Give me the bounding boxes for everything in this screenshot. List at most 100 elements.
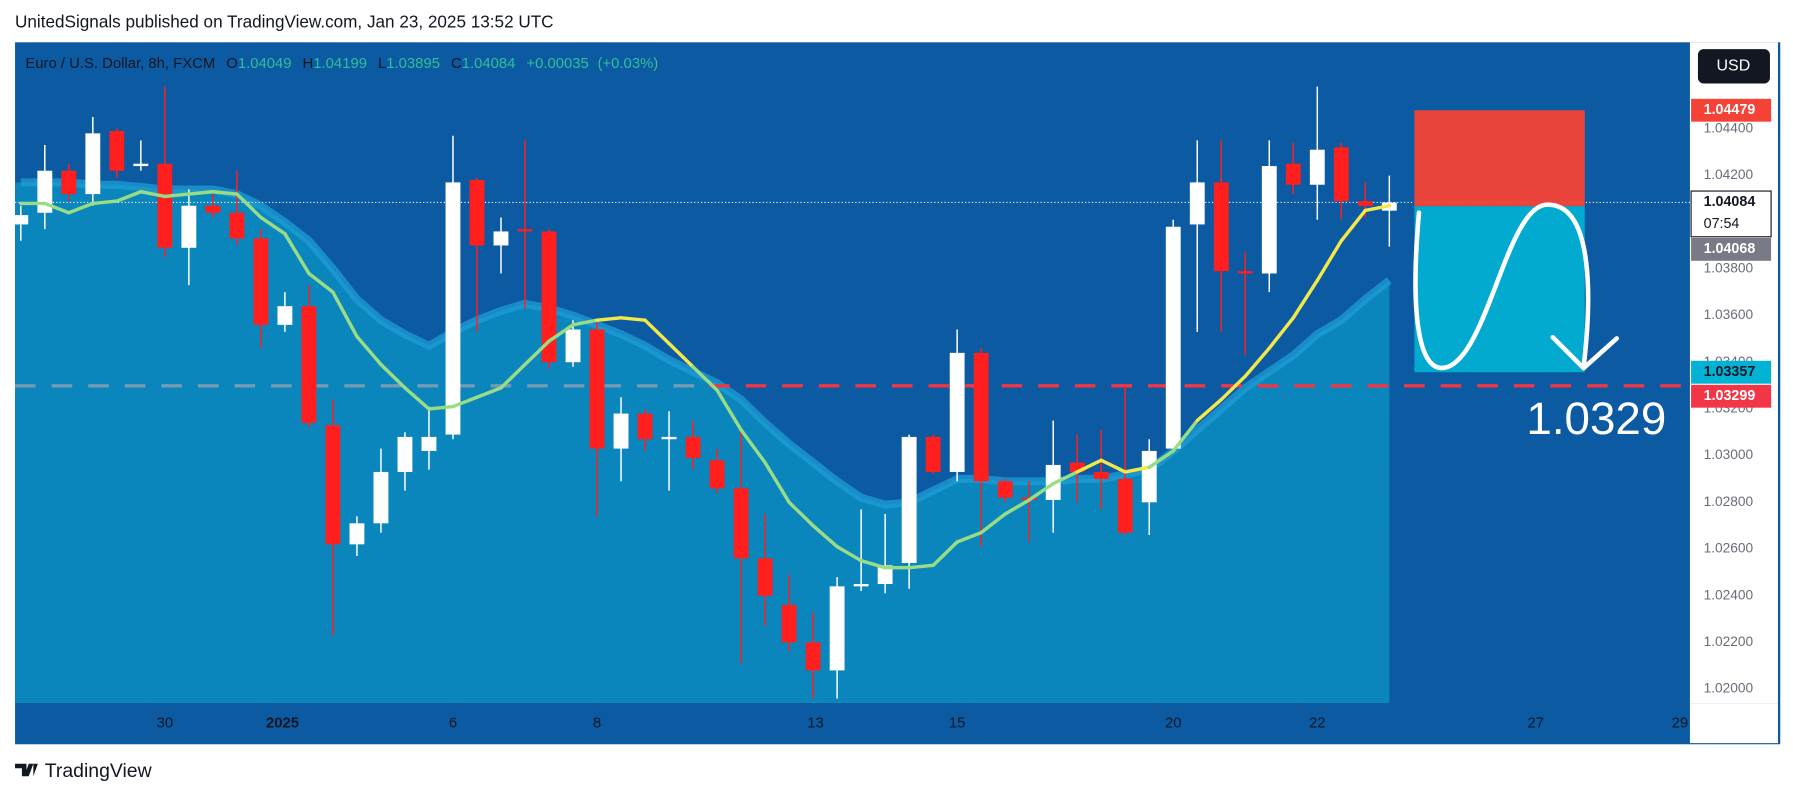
change-percent: (+0.03%) (598, 56, 659, 72)
price-badge-label: 1.04068 (1704, 241, 1756, 257)
candle-body (109, 131, 125, 171)
candle-body (85, 133, 101, 195)
candle-body (421, 436, 437, 451)
candle-body (1117, 478, 1133, 533)
fast-ma-segment (955, 530, 983, 544)
tradingview-logo: TradingView (15, 760, 153, 782)
fast-ma-segment (643, 318, 671, 346)
fast-ma-segment (1363, 204, 1392, 213)
change: +0.00035 (526, 56, 588, 72)
ohlc-value: 1.04084 (462, 56, 516, 72)
currency-label[interactable]: USD (1716, 58, 1750, 75)
drawn-arrowhead (1550, 334, 1620, 371)
fast-ma-segment (475, 386, 503, 399)
fast-ma-segment (403, 386, 431, 411)
candle-body (1357, 201, 1373, 206)
fast-ma-segment (1195, 397, 1223, 423)
fast-ma-segment (835, 544, 863, 563)
x-tick-label: 8 (593, 716, 601, 732)
candle-body (733, 488, 749, 559)
fast-ma-segment (739, 428, 767, 465)
candle-body (661, 436, 677, 440)
x-tick-label: 15 (949, 716, 966, 732)
candle-body (445, 182, 461, 435)
fast-ma-segment (1099, 458, 1127, 474)
fast-ma-segment (1075, 458, 1103, 474)
candle-body (1165, 226, 1181, 449)
fast-ma-segment (427, 404, 455, 411)
fast-ma-segment (979, 512, 1007, 535)
annotation: 1.0329 (1526, 393, 1666, 444)
y-tick-label: 1.02600 (1704, 541, 1754, 556)
candle-body (181, 205, 197, 248)
fast-ma-segment (907, 563, 935, 570)
candle-body (613, 413, 629, 449)
fast-ma-segment (1147, 449, 1175, 469)
drawn-curve (1413, 202, 1591, 371)
slow-ma-area (15, 182, 1390, 704)
y-tick-label: 1.03000 (1704, 447, 1754, 462)
y-tick-label: 1.04200 (1704, 167, 1754, 182)
publisher-line: UnitedSignals published on TradingView.c… (15, 11, 554, 31)
price-badge (1691, 98, 1772, 122)
candle-body (565, 329, 581, 363)
fast-ma-segment (1315, 239, 1344, 283)
candle-body (517, 229, 533, 232)
x-tick-label: 22 (1309, 716, 1326, 732)
fast-ma-segment (691, 365, 719, 392)
fast-ma-segment (499, 362, 527, 390)
candle-body (973, 352, 989, 482)
candle-body (997, 481, 1013, 498)
fast-ma-segment (1339, 208, 1368, 243)
ohlc-value: 1.04199 (313, 56, 367, 72)
y-tick-label: 1.02200 (1704, 634, 1754, 649)
y-tick-label: 1.03600 (1704, 307, 1754, 322)
fast-ma-segment (235, 192, 263, 220)
fast-ma-segment (1267, 316, 1296, 350)
brand: TradingView (45, 760, 153, 782)
fast-ma-segment (859, 558, 887, 570)
x-tick-label: 27 (1528, 716, 1545, 732)
fast-ma-segment (715, 388, 743, 432)
symbol: Euro / U.S. Dollar, 8h, FXCM (25, 56, 215, 72)
candle-body (1261, 166, 1277, 274)
candle-body (901, 436, 917, 564)
candle-body (1237, 271, 1253, 274)
fast-ma-segment (547, 323, 575, 343)
price-badge-label: 1.03357 (1704, 364, 1756, 380)
fast-ma-segment (667, 341, 695, 369)
fast-ma-segment (139, 190, 167, 199)
ohlc-letter: O (226, 56, 238, 72)
symbol-legend: Euro / U.S. Dollar, 8h, FXCM O1.04049 H1… (25, 56, 658, 72)
candle-body (589, 329, 605, 449)
price-badge (1691, 384, 1772, 408)
candle-body (205, 205, 221, 213)
fast-ma-segment (1003, 498, 1031, 516)
candle-body (781, 605, 797, 643)
candle-body (349, 523, 365, 545)
fast-ma-segment (619, 316, 647, 322)
candle-body (253, 238, 269, 325)
currency-button[interactable] (1697, 49, 1770, 84)
candle-body (1069, 462, 1085, 472)
x-tick-label: 20 (1165, 716, 1182, 732)
candle-body (805, 642, 821, 671)
candle-body (397, 436, 413, 472)
fast-ma-segment (211, 190, 239, 196)
candle-body (1309, 149, 1325, 185)
fast-ma-segment (523, 339, 551, 367)
candle-body (1189, 182, 1205, 225)
fast-ma-segment (115, 190, 143, 203)
fast-ma-segment (811, 523, 839, 549)
candle-body (277, 306, 293, 325)
candle-body (325, 425, 341, 545)
fast-ma-segment (67, 201, 95, 215)
price-badge-label: 1.04084 (1704, 194, 1756, 210)
y-tick-label: 1.02000 (1704, 681, 1754, 696)
candle-body (229, 212, 245, 239)
x-tick-label: 2025 (266, 716, 299, 732)
ohlc-letter: C (451, 56, 462, 72)
candle-body (1141, 450, 1157, 503)
candle-body (373, 471, 389, 524)
plot-area (15, 86, 1690, 704)
